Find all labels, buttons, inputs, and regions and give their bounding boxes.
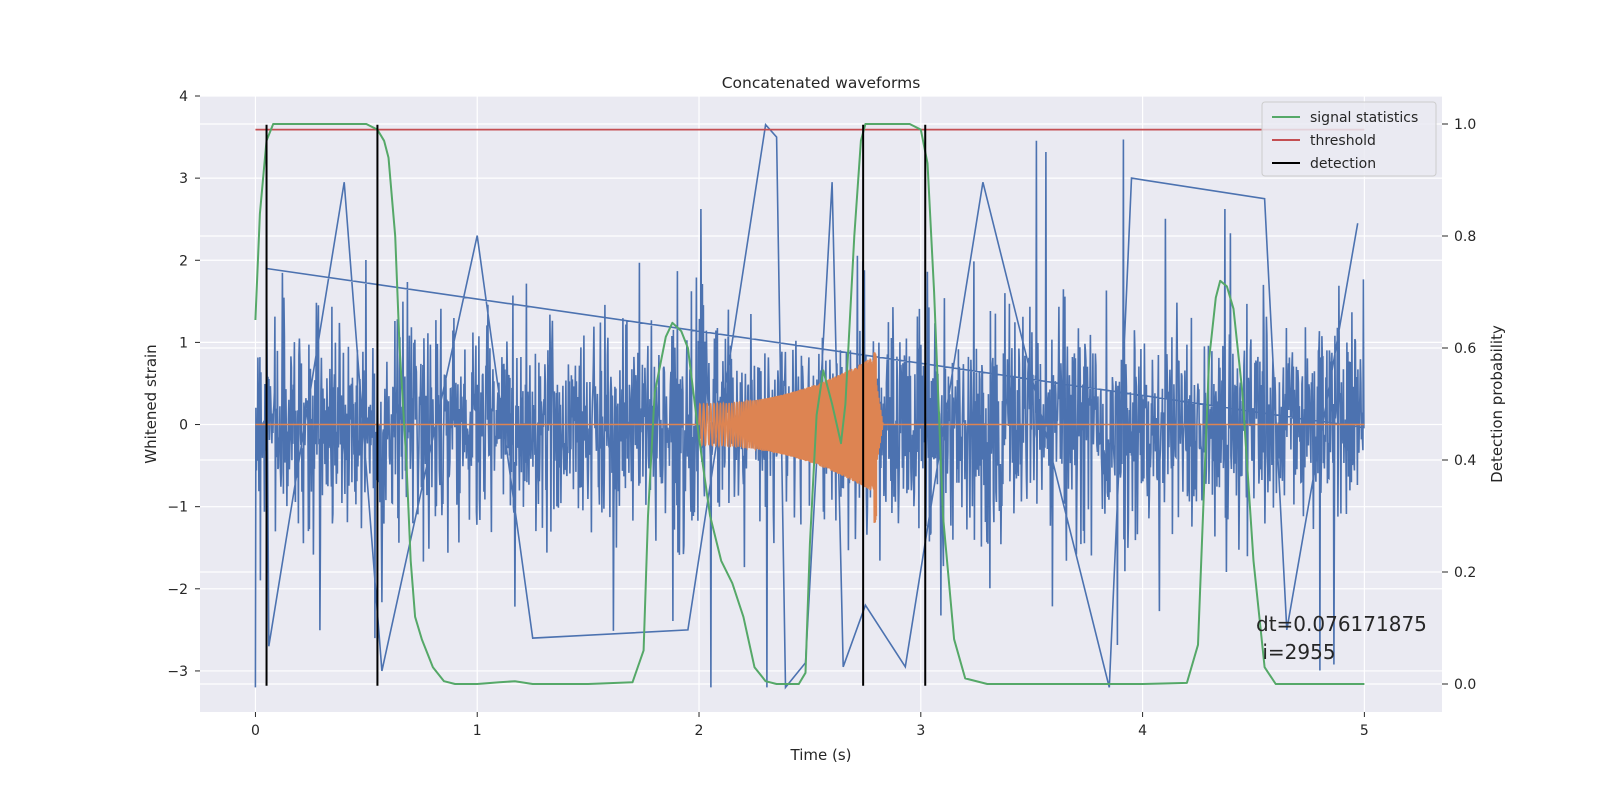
x-tick-label: 3 <box>916 723 925 739</box>
x-tick-label: 2 <box>695 723 704 739</box>
plot-area <box>254 122 1365 690</box>
y-tick-label: 2 <box>179 253 188 269</box>
x-tick-label: 0 <box>251 723 260 739</box>
y2-tick-label: 1.0 <box>1454 117 1476 133</box>
y-tick-label: 1 <box>179 335 188 351</box>
x-axis-ticks: 0 1 2 3 4 5 <box>251 712 1369 739</box>
legend: signal statistics threshold detection <box>1261 101 1437 177</box>
legend-label: threshold <box>1310 133 1376 149</box>
y-tick-label: −3 <box>167 664 188 680</box>
y2-tick-label: 0.0 <box>1454 677 1476 693</box>
legend-box <box>1261 101 1437 177</box>
signal-statistics-series <box>254 123 1365 685</box>
template-series <box>255 352 1365 523</box>
x-tick-label: 1 <box>473 723 482 739</box>
y-axis-ticks: −3 −2 −1 0 1 2 3 4 <box>167 89 200 680</box>
y-axis-label: Whitened strain <box>142 344 160 463</box>
y2-tick-label: 0.6 <box>1454 341 1476 357</box>
y-tick-label: 0 <box>179 418 188 434</box>
y2-axis-ticks: 0.0 0.2 0.4 0.6 0.8 1.0 <box>1442 117 1476 693</box>
annotation-dt: dt=0.076171875 <box>1256 612 1427 636</box>
y-tick-label: −1 <box>167 500 188 516</box>
y2-tick-label: 0.8 <box>1454 229 1476 245</box>
x-tick-label: 5 <box>1360 723 1369 739</box>
legend-label: signal statistics <box>1310 110 1418 126</box>
y-tick-label: 4 <box>179 89 188 105</box>
y-tick-label: 3 <box>179 171 188 187</box>
y2-tick-label: 0.4 <box>1454 453 1476 469</box>
y2-tick-label: 0.2 <box>1454 565 1476 581</box>
annotation-i: i=2955 <box>1256 640 1336 664</box>
y-tick-label: −2 <box>167 582 188 598</box>
chart-title: Concatenated waveforms <box>722 74 921 92</box>
legend-label: detection <box>1310 156 1376 172</box>
x-axis-label: Time (s) <box>790 746 852 764</box>
x-tick-label: 4 <box>1138 723 1147 739</box>
y2-axis-label: Detection probability <box>1488 325 1506 483</box>
